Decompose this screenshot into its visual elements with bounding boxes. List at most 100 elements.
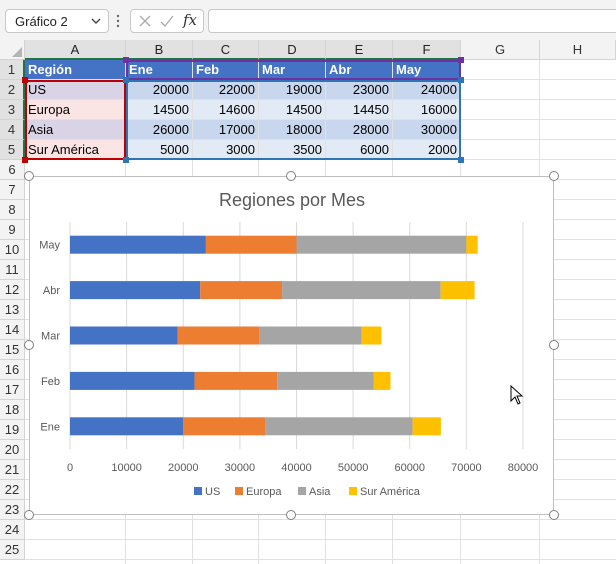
bar-asia xyxy=(259,326,362,345)
value-cell[interactable]: 26000 xyxy=(126,120,192,139)
row-header-18[interactable]: 18 xyxy=(0,400,25,420)
value-cell[interactable]: 20000 xyxy=(126,80,192,99)
column-header-g[interactable]: G xyxy=(461,40,540,60)
column-header-b[interactable]: B xyxy=(126,40,193,60)
row-header-20[interactable]: 20 xyxy=(0,440,25,460)
row-header-4[interactable]: 4 xyxy=(0,120,25,140)
value-cell[interactable]: 3000 xyxy=(193,140,258,159)
value-cell[interactable]: 22000 xyxy=(193,80,258,99)
value-cell[interactable]: 5000 xyxy=(126,140,192,159)
column-header-h[interactable]: H xyxy=(540,40,616,60)
value-cell[interactable]: 30000 xyxy=(393,120,460,139)
row-header-19[interactable]: 19 xyxy=(0,420,25,440)
value-cell[interactable]: 19000 xyxy=(259,80,325,99)
chevron-down-icon[interactable] xyxy=(90,14,102,28)
range-resize-handle[interactable] xyxy=(123,57,129,63)
row-header-7[interactable]: 7 xyxy=(0,180,25,200)
row-header-3[interactable]: 3 xyxy=(0,100,25,120)
x-tick-label: 10000 xyxy=(111,462,142,474)
bar-europa xyxy=(205,235,297,254)
chart-resize-handle[interactable] xyxy=(24,340,34,350)
row-header-13[interactable]: 13 xyxy=(0,300,25,320)
header-cell[interactable]: Mar xyxy=(259,60,325,79)
chart-resize-handle[interactable] xyxy=(286,171,296,181)
legend-label: Sur América xyxy=(360,486,421,498)
range-resize-handle[interactable] xyxy=(22,157,28,163)
value-cell[interactable]: 2000 xyxy=(393,140,460,159)
header-cell[interactable]: Ene xyxy=(126,60,192,79)
formula-input[interactable] xyxy=(208,9,616,33)
chart-resize-handle[interactable] xyxy=(549,510,559,520)
confirm-icon[interactable] xyxy=(159,13,175,32)
region-cell[interactable]: Asia xyxy=(25,120,125,139)
insert-function-button[interactable]: fx xyxy=(183,11,198,29)
value-cell[interactable]: 18000 xyxy=(259,120,325,139)
value-cell[interactable]: 14450 xyxy=(326,100,392,119)
row-header-16[interactable]: 16 xyxy=(0,360,25,380)
select-all-button[interactable] xyxy=(0,40,25,60)
value-cell[interactable]: 16000 xyxy=(393,100,460,119)
row-header-2[interactable]: 2 xyxy=(0,80,25,100)
row-header-23[interactable]: 23 xyxy=(0,500,25,520)
chart-resize-handle[interactable] xyxy=(24,171,34,181)
row-header-17[interactable]: 17 xyxy=(0,380,25,400)
row-header-5[interactable]: 5 xyxy=(0,140,25,160)
range-resize-handle[interactable] xyxy=(458,157,464,163)
chart-object[interactable]: Regiones por Mes 0 10000 20000 30000 40000 500… xyxy=(29,176,554,515)
range-resize-handle[interactable] xyxy=(22,77,28,83)
stacked-bar-chart: Regiones por Mes 0 10000 20000 30000 40000 500… xyxy=(39,190,538,498)
chart-resize-handle[interactable] xyxy=(24,510,34,520)
formula-bar: Gráfico 2 fx xyxy=(0,0,616,40)
column-header-c[interactable]: C xyxy=(193,40,259,60)
row-header-6[interactable]: 6 xyxy=(0,160,25,180)
column-header-e[interactable]: E xyxy=(326,40,393,60)
region-cell[interactable]: Europa xyxy=(25,100,125,119)
chart-resize-handle[interactable] xyxy=(549,171,559,181)
row-header-25[interactable]: 25 xyxy=(0,540,25,560)
row-header-22[interactable]: 22 xyxy=(0,480,25,500)
row-header-24[interactable]: 24 xyxy=(0,520,25,540)
legend-swatch xyxy=(194,487,202,495)
header-cell[interactable]: Región xyxy=(25,60,125,79)
value-cell[interactable]: 24000 xyxy=(393,80,460,99)
header-cell[interactable]: Abr xyxy=(326,60,392,79)
value-cell[interactable]: 6000 xyxy=(326,140,392,159)
more-options-icon[interactable] xyxy=(115,13,121,29)
value-cell[interactable]: 14500 xyxy=(259,100,325,119)
header-cell[interactable]: May xyxy=(393,60,460,79)
row-header-12[interactable]: 12 xyxy=(0,280,25,300)
chart-resize-handle[interactable] xyxy=(549,340,559,350)
legend-label: Europa xyxy=(246,486,282,498)
chart-resize-handle[interactable] xyxy=(286,510,296,520)
column-header-a[interactable]: A xyxy=(25,40,126,60)
row-header-10[interactable]: 10 xyxy=(0,240,25,260)
value-cell[interactable]: 23000 xyxy=(326,80,392,99)
range-resize-handle[interactable] xyxy=(458,57,464,63)
row-header-15[interactable]: 15 xyxy=(0,340,25,360)
column-header-d[interactable]: D xyxy=(259,40,326,60)
row-header-14[interactable]: 14 xyxy=(0,320,25,340)
row-header-8[interactable]: 8 xyxy=(0,200,25,220)
row-header-11[interactable]: 11 xyxy=(0,260,25,280)
bar-us xyxy=(70,417,184,436)
range-resize-handle[interactable] xyxy=(123,77,129,83)
region-cell[interactable]: Sur América xyxy=(25,140,125,159)
row-header-1[interactable]: 1 xyxy=(0,60,25,80)
value-cell[interactable]: 14500 xyxy=(126,100,192,119)
range-resize-handle[interactable] xyxy=(458,77,464,83)
value-cell[interactable]: 3500 xyxy=(259,140,325,159)
column-header-f[interactable]: F xyxy=(393,40,461,60)
row-header-9[interactable]: 9 xyxy=(0,220,25,240)
value-cell[interactable]: 17000 xyxy=(193,120,258,139)
name-box[interactable]: Gráfico 2 xyxy=(5,9,109,33)
cancel-icon[interactable] xyxy=(137,13,153,32)
header-cell[interactable]: Feb xyxy=(193,60,258,79)
row-header-21[interactable]: 21 xyxy=(0,460,25,480)
value-cell[interactable]: 14600 xyxy=(193,100,258,119)
range-resize-handle[interactable] xyxy=(123,157,129,163)
bar-europa xyxy=(200,281,283,300)
value-cell[interactable]: 28000 xyxy=(326,120,392,139)
bar-sur-américa xyxy=(466,235,478,254)
region-cell[interactable]: US xyxy=(25,80,125,99)
y-category-label: Mar xyxy=(41,331,60,343)
